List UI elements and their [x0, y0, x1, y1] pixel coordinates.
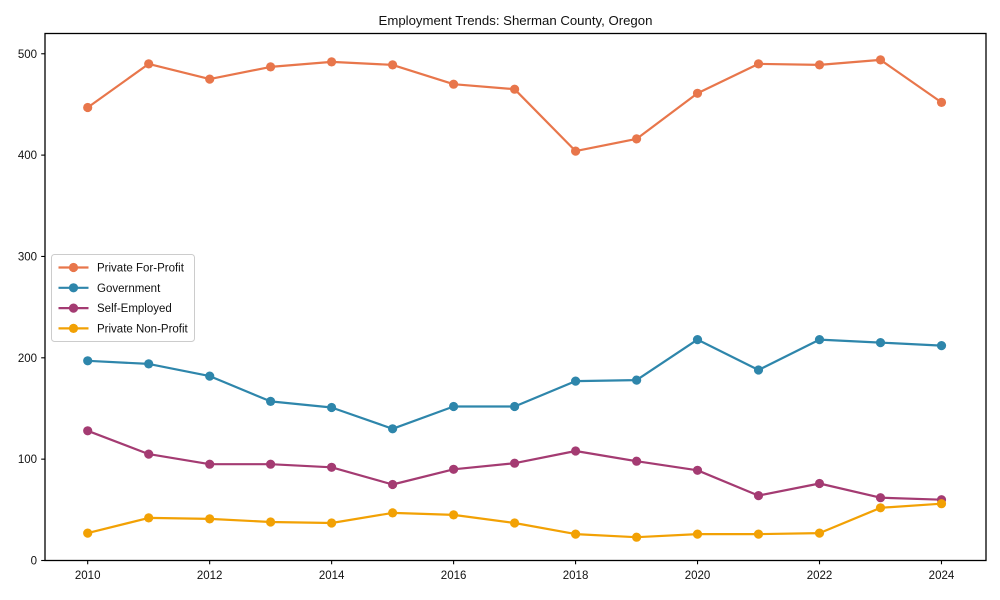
data-point-self-employed — [571, 446, 581, 456]
data-point-private-non-profit — [571, 529, 581, 539]
legend-marker — [68, 262, 79, 273]
legend-marker — [68, 283, 79, 293]
data-point-self-employed — [509, 458, 520, 468]
data-point-private-non-profit — [388, 508, 398, 518]
data-point-self-employed — [753, 491, 764, 501]
data-point-private-non-profit — [83, 528, 93, 538]
data-point-private-non-profit — [205, 514, 215, 524]
data-point-government — [144, 359, 154, 369]
data-point-private-for-profit — [936, 97, 947, 107]
data-point-private-for-profit — [753, 59, 764, 69]
data-point-private-for-profit — [449, 79, 459, 89]
data-point-private-for-profit — [509, 84, 520, 94]
data-point-government — [875, 338, 886, 348]
y-tick-label: 200 — [18, 353, 37, 365]
legend-item-private-for-profit: Private For-Profit — [58, 262, 185, 275]
data-point-self-employed — [814, 478, 825, 489]
data-point-government — [266, 396, 276, 406]
data-point-private-for-profit — [83, 102, 93, 113]
x-tick-label: 2016 — [441, 570, 467, 582]
x-tick-label: 2018 — [563, 570, 589, 582]
y-tick-label: 100 — [18, 454, 37, 466]
data-point-private-for-profit — [692, 88, 703, 98]
x-tick-label: 2022 — [807, 570, 833, 582]
data-point-private-non-profit — [266, 517, 276, 527]
data-point-private-for-profit — [571, 146, 581, 156]
x-tick-label: 2010 — [75, 570, 101, 582]
legend-item-private-non-profit: Private Non-Profit — [58, 323, 189, 335]
data-point-private-non-profit — [875, 503, 886, 513]
data-point-private-for-profit — [327, 57, 337, 67]
series-line-private-for-profit — [86, 58, 943, 153]
data-point-private-for-profit — [205, 74, 215, 84]
y-tick-label: 500 — [18, 49, 37, 61]
data-point-self-employed — [266, 459, 276, 469]
data-point-government — [388, 424, 398, 434]
axes-frame — [44, 32, 987, 562]
data-point-self-employed — [83, 426, 93, 436]
data-point-self-employed — [144, 449, 154, 459]
data-point-private-for-profit — [144, 59, 154, 69]
data-point-self-employed — [388, 479, 398, 490]
data-point-government — [936, 341, 947, 351]
data-point-private-non-profit — [327, 518, 337, 528]
plot-layer — [83, 55, 947, 542]
data-point-private-non-profit — [753, 529, 764, 539]
x-tick-label: 2012 — [197, 570, 223, 582]
data-point-self-employed — [875, 493, 886, 503]
legend-label: Self-Employed — [97, 303, 172, 315]
x-tick-label: 2024 — [929, 570, 955, 582]
legend: Private For-Profit Government Self-Employe… — [51, 254, 195, 342]
data-point-private-non-profit — [632, 532, 642, 542]
data-point-private-non-profit — [144, 513, 154, 523]
legend-label: Private For-Profit — [97, 263, 185, 275]
tick-layer: 0 100 200 300 400 500 2010 2012 2014 2016 2018 2020… — [18, 49, 955, 582]
data-point-private-non-profit — [509, 518, 520, 528]
chart-title: Employment Trends: Sherman County, Orego… — [379, 13, 653, 28]
data-point-government — [814, 335, 825, 345]
data-point-government — [83, 356, 93, 366]
data-point-self-employed — [327, 462, 337, 472]
data-point-government — [571, 376, 581, 386]
data-point-self-employed — [692, 465, 703, 475]
legend-item-government: Government — [58, 283, 161, 295]
y-tick-label: 0 — [31, 556, 37, 568]
data-point-government — [327, 402, 337, 413]
legend-label: Government — [97, 283, 161, 295]
data-point-government — [692, 335, 703, 345]
data-point-self-employed — [449, 464, 459, 474]
data-point-government — [753, 365, 764, 375]
data-point-self-employed — [632, 456, 642, 466]
legend-marker — [68, 303, 79, 313]
data-point-private-for-profit — [266, 62, 276, 72]
legend-label: Private Non-Profit — [97, 323, 189, 335]
legend-box — [51, 254, 195, 342]
data-point-private-non-profit — [692, 529, 703, 539]
data-point-private-for-profit — [875, 55, 886, 65]
data-point-government — [205, 371, 215, 381]
data-point-private-for-profit — [388, 60, 398, 70]
legend-marker — [68, 323, 79, 333]
data-point-private-for-profit — [632, 134, 642, 144]
data-point-private-non-profit — [449, 510, 459, 520]
data-point-government — [449, 401, 459, 412]
x-tick-label: 2014 — [319, 570, 345, 582]
data-point-self-employed — [205, 459, 215, 469]
data-point-government — [632, 375, 642, 385]
data-point-private-non-profit — [814, 528, 825, 538]
data-point-government — [509, 401, 520, 412]
legend-item-self-employed: Self-Employed — [58, 303, 172, 315]
y-tick-label: 300 — [18, 251, 37, 263]
data-point-private-non-profit — [936, 499, 947, 509]
y-tick-label: 400 — [18, 150, 37, 162]
x-tick-label: 2020 — [685, 570, 711, 582]
data-point-private-for-profit — [814, 60, 825, 70]
series-line-government — [86, 338, 943, 430]
